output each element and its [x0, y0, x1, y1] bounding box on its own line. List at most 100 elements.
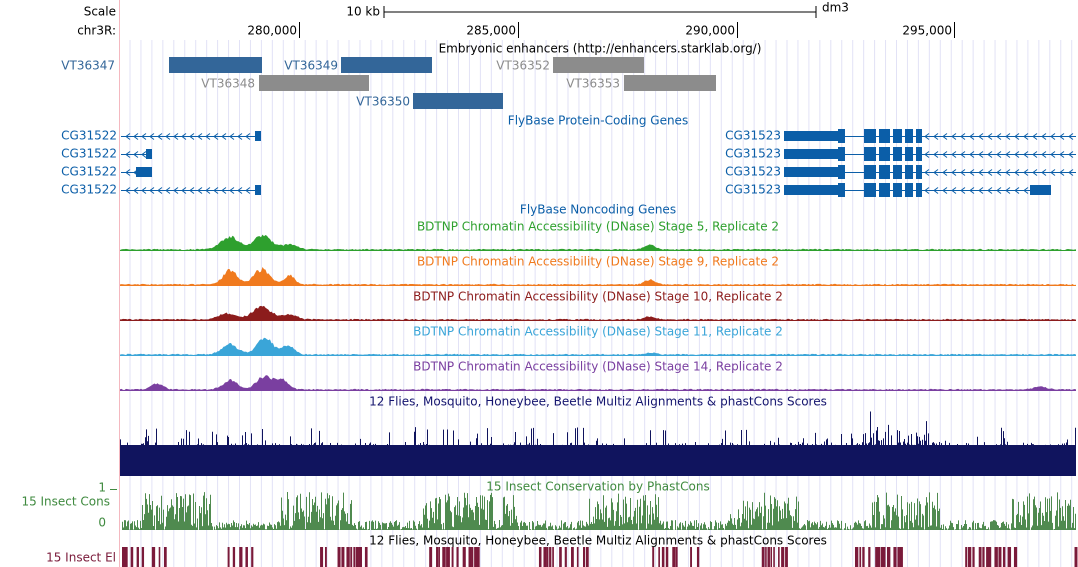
strand-arrow [181, 133, 187, 140]
element [854, 547, 859, 567]
exon [879, 147, 890, 161]
strand-arrow [125, 187, 131, 194]
element [324, 547, 327, 567]
element [364, 547, 368, 567]
exon [879, 183, 890, 197]
strand-arrow [1032, 169, 1038, 176]
strand-arrow [125, 169, 131, 176]
strand-arrow [978, 151, 984, 158]
exon [864, 183, 876, 197]
track-title: BDTNP Chromatin Accessibility (DNase) St… [417, 255, 779, 269]
element [982, 547, 985, 567]
strand-arrow [173, 133, 179, 140]
strand-arrow [1050, 133, 1056, 140]
conservation-signal [122, 492, 1076, 530]
genes: CG31522 CG31523 CG31522 CG31523 CG31522 CG315… [61, 129, 1076, 197]
strand-arrow [149, 133, 155, 140]
track-title: Embryonic enhancers (http://enhancers.st… [439, 42, 762, 56]
strand-arrow [157, 187, 163, 194]
element [978, 547, 982, 567]
element [765, 547, 767, 567]
strand-arrow [189, 133, 195, 140]
element [337, 547, 341, 567]
position-label: 295,000 [902, 24, 952, 38]
strand-arrow [1014, 169, 1020, 176]
strand-arrow [1005, 133, 1011, 140]
element [158, 547, 161, 567]
exon [893, 165, 902, 179]
element [442, 547, 446, 567]
strand-arrow [1014, 187, 1020, 194]
element [571, 547, 574, 567]
element [122, 547, 126, 567]
strand-arrow [165, 187, 171, 194]
exon [893, 129, 902, 143]
ruler-ticks [299, 22, 955, 38]
strand-arrow [141, 151, 147, 158]
enhancer-label: VT36348 [201, 77, 255, 91]
strand-arrow [924, 187, 930, 194]
strand-arrow [960, 169, 966, 176]
exon [916, 165, 922, 179]
strand-arrow [1014, 133, 1020, 140]
strand-arrow [197, 133, 203, 140]
dnase-signal [120, 234, 1076, 250]
strand-arrow [987, 187, 993, 194]
strand-arrow [996, 169, 1002, 176]
element [358, 547, 363, 567]
strand-arrow [996, 151, 1002, 158]
strand-arrow [1059, 133, 1065, 140]
strand-arrow [987, 151, 993, 158]
strand-arrow [173, 187, 179, 194]
strand-arrow [924, 133, 930, 140]
track-title: 15 Insect Conservation by PhastCons [486, 480, 709, 494]
strand-arrow [960, 151, 966, 158]
element [665, 547, 669, 567]
strand-arrow [960, 187, 966, 194]
enhancer [341, 57, 432, 73]
gene-label: CG31522 [61, 129, 117, 143]
element [468, 547, 472, 567]
element [564, 547, 567, 567]
exon [784, 131, 844, 141]
element [880, 547, 884, 567]
strand-arrow [1068, 169, 1074, 176]
strand-arrow [133, 187, 139, 194]
strand-arrow [951, 169, 957, 176]
exon [1030, 185, 1051, 195]
gene-label: CG31522 [61, 165, 117, 179]
scale-bar-label: 10 kb [346, 5, 380, 19]
strand-arrow [133, 133, 139, 140]
track-title: 12 Flies, Mosquito, Honeybee, Beetle Mul… [369, 395, 827, 409]
strand-arrow [1041, 169, 1047, 176]
strand-arrow [237, 133, 243, 140]
enhancer [413, 93, 503, 109]
element [972, 547, 975, 567]
strand-arrow [933, 169, 939, 176]
strand-arrow [141, 133, 147, 140]
strand-arrow [987, 169, 993, 176]
position-label: 280,000 [247, 24, 297, 38]
multiz-signal [120, 411, 1076, 476]
element [239, 547, 243, 567]
strand-arrow [1068, 151, 1074, 158]
gene-label: CG31523 [725, 183, 781, 197]
element [770, 547, 773, 567]
strand-arrow [221, 187, 227, 194]
strand-arrow [165, 133, 171, 140]
strand-arrow [125, 151, 131, 158]
strand-arrow [1005, 187, 1011, 194]
axis-label: 0 [98, 516, 106, 530]
element [251, 547, 254, 567]
exon [784, 167, 844, 177]
enhancer [259, 75, 369, 91]
scale-label: Scale [84, 5, 116, 19]
element [988, 547, 992, 567]
element [1013, 547, 1018, 567]
gene-label: CG31522 [61, 183, 117, 197]
conserved-elements [122, 547, 1078, 567]
element [429, 547, 433, 567]
position-label: 290,000 [685, 24, 735, 38]
strand-arrow [237, 187, 243, 194]
